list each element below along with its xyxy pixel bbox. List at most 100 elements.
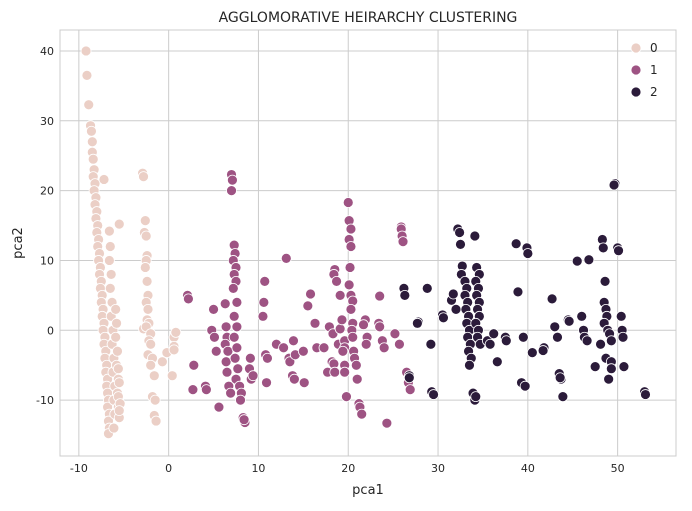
x-tick-label: 10 (251, 462, 265, 475)
data-point-cluster-1 (257, 310, 269, 322)
data-point-cluster-0 (148, 370, 160, 382)
data-point-cluster-1 (261, 377, 272, 389)
data-point-cluster-0 (113, 405, 125, 417)
data-point-cluster-1 (227, 282, 239, 294)
data-point-cluster-0 (103, 225, 115, 237)
data-point-cluster-1 (337, 345, 349, 357)
data-point-cluster-0 (108, 422, 120, 434)
data-point-cluster-2 (438, 312, 449, 324)
data-point-cluster-1 (259, 276, 271, 287)
data-point-cluster-1 (280, 252, 292, 264)
data-point-cluster-2 (603, 373, 615, 385)
data-point-cluster-2 (469, 230, 481, 242)
data-point-cluster-1 (220, 356, 232, 368)
data-point-cluster-1 (288, 373, 300, 385)
data-point-cluster-1 (334, 323, 346, 335)
data-point-cluster-1 (231, 296, 243, 308)
y-tick-label: -10 (36, 394, 54, 407)
data-point-cluster-1 (378, 342, 390, 354)
data-point-cluster-2 (581, 335, 593, 347)
data-point-cluster-2 (583, 254, 595, 266)
data-point-cluster-2 (563, 315, 575, 327)
data-point-cluster-0 (156, 356, 168, 368)
legend-marker-cluster-2 (630, 86, 642, 98)
data-point-cluster-1 (331, 276, 342, 287)
tick-labels: -10 0 10 20 30 40 50 -10 0 10 20 30 40 (36, 45, 625, 475)
legend: 0 1 2 (630, 41, 658, 99)
chart-title: AGGLOMORATIVE HEIRARCHY CLUSTERING (219, 10, 518, 26)
data-point-cluster-2 (399, 289, 411, 301)
data-point-cluster-0 (113, 377, 125, 389)
data-point-cluster-1 (345, 303, 357, 315)
data-point-cluster-2 (526, 347, 538, 359)
data-point-cluster-1 (188, 359, 200, 371)
y-tick-label: 20 (40, 185, 54, 198)
x-tick-label: 30 (431, 462, 445, 475)
x-tick-label: 0 (165, 462, 172, 475)
data-point-cluster-0 (139, 262, 151, 273)
data-point-cluster-1 (336, 314, 348, 326)
data-point-cluster-1 (208, 303, 219, 315)
data-point-cluster-1 (232, 363, 244, 375)
data-point-cluster-1 (342, 197, 354, 208)
data-point-cluster-0 (104, 282, 116, 294)
data-point-cluster-2 (554, 372, 566, 384)
data-point-cluster-0 (80, 45, 92, 57)
data-point-cluster-2 (512, 286, 524, 298)
data-point-cluster-2 (605, 335, 617, 347)
data-point-cluster-1 (238, 414, 250, 426)
data-point-cluster-1 (309, 317, 321, 329)
data-point-cluster-1 (209, 331, 220, 343)
data-point-cluster-2 (613, 245, 624, 257)
data-point-cluster-0 (139, 215, 151, 227)
data-point-cluster-1 (374, 321, 386, 333)
x-axis-label: pca1 (352, 483, 384, 498)
data-point-cluster-0 (110, 303, 122, 315)
data-point-cluster-1 (258, 296, 270, 308)
data-point-cluster-2 (546, 293, 558, 305)
data-point-cluster-0 (150, 415, 162, 427)
data-point-cluster-2 (537, 345, 549, 356)
data-point-cluster-1 (297, 345, 309, 357)
data-point-cluster-0 (145, 359, 157, 371)
x-tick-label: 20 (341, 462, 355, 475)
data-point-cluster-0 (83, 99, 95, 111)
data-point-cluster-1 (360, 338, 372, 350)
data-point-cluster-0 (81, 69, 93, 81)
data-point-cluster-1 (358, 319, 369, 331)
data-point-cluster-1 (305, 288, 316, 300)
data-point-cluster-1 (397, 236, 409, 248)
data-point-cluster-1 (228, 310, 240, 322)
data-point-cluster-2 (454, 227, 465, 238)
data-point-cluster-0 (166, 370, 178, 382)
data-point-cluster-2 (522, 248, 534, 259)
data-point-cluster-2 (411, 317, 423, 329)
x-tick-label: 40 (521, 462, 535, 475)
data-point-cluster-2 (464, 359, 475, 371)
legend-marker-cluster-0 (630, 42, 642, 54)
data-point-cluster-1 (318, 342, 330, 354)
data-point-cluster-0 (98, 174, 110, 185)
data-point-cluster-1 (228, 331, 240, 343)
data-point-cluster-2 (500, 335, 512, 347)
data-point-cluster-0 (104, 241, 116, 252)
data-point-cluster-1 (381, 417, 393, 429)
data-point-cluster-1 (229, 352, 241, 364)
data-point-cluster-2 (484, 338, 496, 350)
data-point-cluster-1 (200, 384, 212, 396)
data-point-cluster-0 (86, 136, 98, 148)
data-point-cluster-0 (142, 303, 154, 315)
data-point-cluster-2 (557, 391, 569, 403)
legend-label-cluster-0: 0 (650, 41, 658, 55)
data-point-cluster-2 (640, 389, 651, 400)
data-point-cluster-0 (170, 326, 182, 338)
data-point-cluster-1 (187, 384, 199, 396)
data-point-cluster-1 (244, 352, 256, 364)
data-point-cluster-2 (450, 303, 462, 315)
legend-marker-cluster-1 (630, 64, 642, 76)
data-point-cluster-2 (428, 389, 439, 400)
data-point-cluster-2 (470, 391, 482, 403)
data-point-cluster-2 (576, 310, 588, 322)
data-point-cluster-1 (345, 223, 357, 235)
data-point-cluster-1 (219, 298, 231, 310)
